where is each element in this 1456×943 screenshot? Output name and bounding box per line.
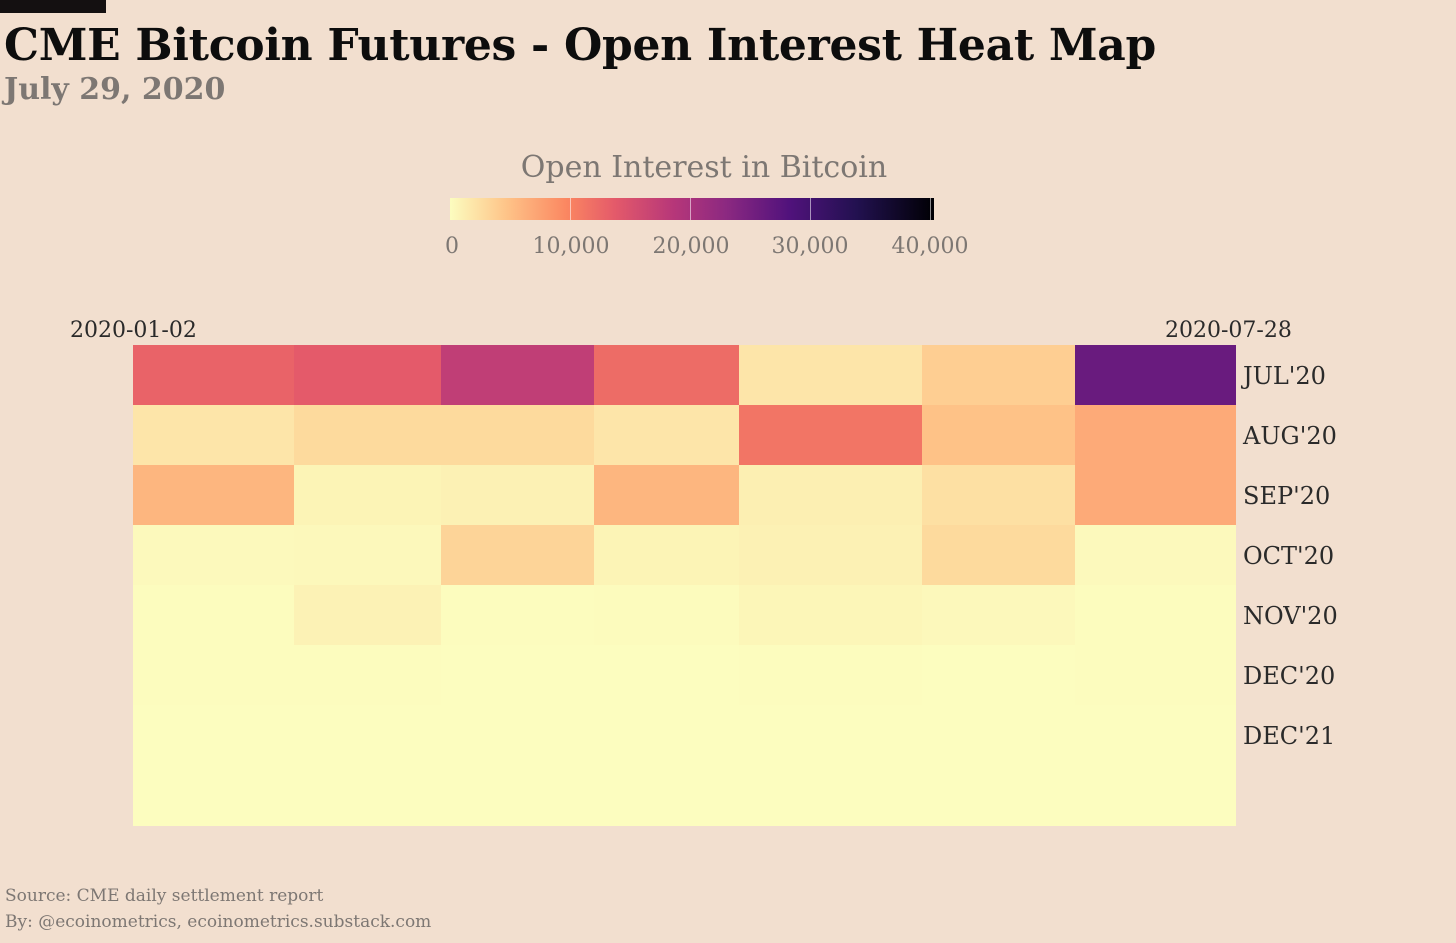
heatmap-cell xyxy=(739,645,922,705)
heatmap-cell xyxy=(1075,345,1236,405)
row-label-nov20: NOV'20 xyxy=(1243,602,1338,630)
colorbar-label: 30,000 xyxy=(771,234,849,259)
row-label-dec21: DEC'21 xyxy=(1243,722,1336,750)
heatmap-cell xyxy=(441,645,594,705)
heatmap-cell xyxy=(294,405,441,465)
heatmap-cell xyxy=(739,705,922,826)
heatmap-cell xyxy=(922,525,1075,585)
heatmap-cell xyxy=(294,465,441,525)
heatmap-cell xyxy=(1075,405,1236,465)
credit-note: By: @ecoinometrics, ecoinometrics.substa… xyxy=(5,912,432,932)
heatmap-cell xyxy=(133,465,294,525)
row-label-aug20: AUG'20 xyxy=(1243,422,1337,450)
heatmap-cell xyxy=(739,345,922,405)
heatmap-plot xyxy=(133,345,1236,826)
heatmap-cell xyxy=(1075,585,1236,645)
row-label-oct20: OCT'20 xyxy=(1243,542,1335,570)
heatmap-cell xyxy=(1075,525,1236,585)
legend-title: Open Interest in Bitcoin xyxy=(520,150,888,185)
heatmap-cell xyxy=(133,525,294,585)
chart-date: July 29, 2020 xyxy=(4,72,226,107)
colorbar xyxy=(450,198,934,220)
heatmap-cell xyxy=(133,705,294,826)
colorbar-label: 20,000 xyxy=(652,234,730,259)
heatmap-cell xyxy=(441,465,594,525)
heatmap-cell xyxy=(739,465,922,525)
colorbar-tick xyxy=(930,198,931,220)
heatmap-cell xyxy=(441,405,594,465)
heatmap-cell xyxy=(441,345,594,405)
heatmap-cell xyxy=(294,345,441,405)
row-label-jul20: JUL'20 xyxy=(1243,362,1326,390)
heatmap-cell xyxy=(594,645,739,705)
chart-title: CME Bitcoin Futures - Open Interest Heat… xyxy=(4,20,1156,71)
heatmap-cell xyxy=(441,525,594,585)
heatmap-cell xyxy=(922,705,1075,826)
heatmap-cell xyxy=(294,645,441,705)
heatmap-cell xyxy=(594,705,739,826)
heatmap-cell xyxy=(1075,465,1236,525)
heatmap-cell xyxy=(739,525,922,585)
row-label-dec20: DEC'20 xyxy=(1243,662,1336,690)
heatmap-cell xyxy=(739,405,922,465)
heatmap-cell xyxy=(133,645,294,705)
colorbar-tick xyxy=(570,198,571,220)
heatmap-cell xyxy=(441,585,594,645)
heatmap-cell xyxy=(1075,705,1236,826)
colorbar-label: 40,000 xyxy=(891,234,969,259)
heatmap-cell xyxy=(294,585,441,645)
x-end-label: 2020-07-28 xyxy=(1165,318,1292,343)
heatmap-cell xyxy=(922,465,1075,525)
heatmap-cell xyxy=(594,345,739,405)
heatmap-cell xyxy=(922,645,1075,705)
top-accent-bar xyxy=(0,0,106,13)
heatmap-cell xyxy=(441,705,594,826)
heatmap-cell xyxy=(922,585,1075,645)
heatmap-cell xyxy=(922,405,1075,465)
x-start-label: 2020-01-02 xyxy=(70,318,197,343)
source-note: Source: CME daily settlement report xyxy=(5,886,324,906)
heatmap-cell xyxy=(594,465,739,525)
colorbar-tick xyxy=(810,198,811,220)
colorbar-label: 10,000 xyxy=(532,234,610,259)
heatmap-cell xyxy=(294,705,441,826)
colorbar-tick xyxy=(690,198,691,220)
heatmap-cell xyxy=(739,585,922,645)
row-label-sep20: SEP'20 xyxy=(1243,482,1331,510)
heatmap-cell xyxy=(294,525,441,585)
heatmap-cell xyxy=(594,585,739,645)
heatmap-cell xyxy=(133,345,294,405)
heatmap-cell xyxy=(594,405,739,465)
heatmap-cell xyxy=(594,525,739,585)
heatmap-cell xyxy=(133,585,294,645)
colorbar-label: 0 xyxy=(445,234,459,259)
heatmap-cell xyxy=(1075,645,1236,705)
heatmap-cell xyxy=(133,405,294,465)
heatmap-cell xyxy=(922,345,1075,405)
